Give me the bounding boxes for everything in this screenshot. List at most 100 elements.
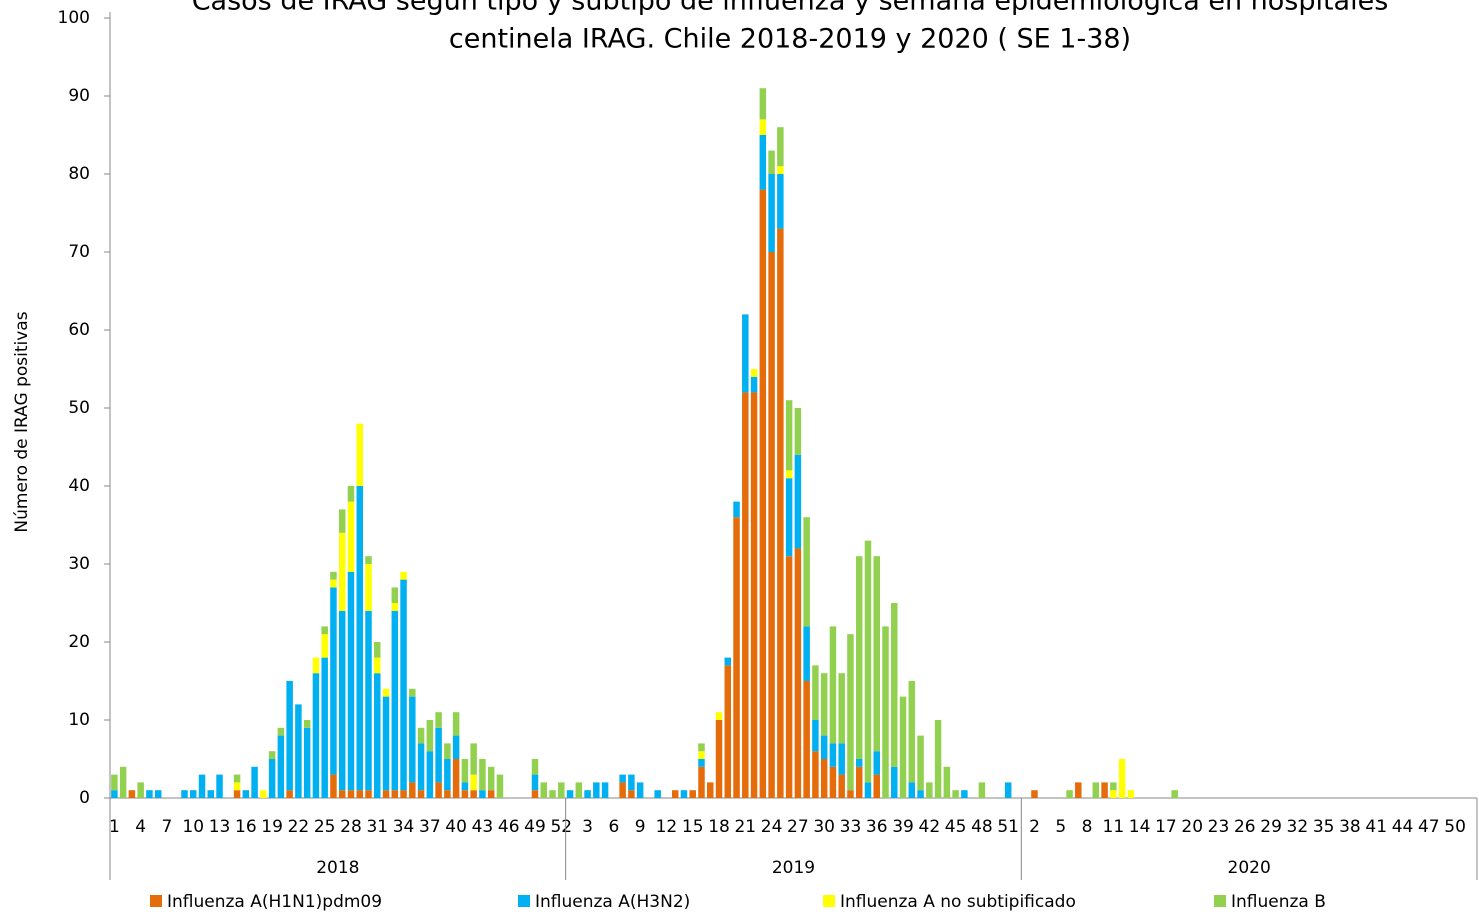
bar-segment xyxy=(531,790,539,798)
x-tick-label: 4 xyxy=(135,817,146,837)
bar-segment xyxy=(207,790,215,798)
bar-segment xyxy=(303,727,311,798)
x-tick-label: 6 xyxy=(608,817,619,837)
bar-segment xyxy=(531,759,539,775)
bar-segment xyxy=(382,696,390,791)
bar-segment xyxy=(111,774,118,791)
legend-label: Influenza A no subtipificado xyxy=(840,892,1076,912)
bar-segment xyxy=(338,790,346,798)
bar-segment xyxy=(321,657,328,798)
bar-segment xyxy=(601,782,609,798)
bar-segment xyxy=(724,657,732,666)
legend-swatch xyxy=(1214,895,1226,907)
x-tick-label: 40 xyxy=(445,817,467,837)
x-tick-label: 46 xyxy=(498,817,520,837)
y-tick-label: 20 xyxy=(68,632,90,652)
x-tick-label: 14 xyxy=(1129,817,1151,837)
bar-segment xyxy=(671,790,679,798)
bar-segment xyxy=(321,626,328,635)
bar-segment xyxy=(382,688,390,697)
x-tick-label: 5 xyxy=(1055,817,1066,837)
bar-segment xyxy=(838,774,845,798)
x-tick-label: 30 xyxy=(813,817,835,837)
bar-segment xyxy=(926,782,933,798)
bar-segment xyxy=(417,727,425,744)
bar-segment xyxy=(742,392,749,798)
bar-segment xyxy=(347,571,355,791)
bar-segment xyxy=(190,790,197,798)
bar-segment xyxy=(733,501,740,518)
y-axis-label: Número de IRAG positivas xyxy=(12,311,32,532)
bar-segment xyxy=(470,743,477,775)
x-tick-label: 1 xyxy=(109,817,120,837)
bar-segment xyxy=(365,610,372,791)
x-tick-label: 47 xyxy=(1418,817,1440,837)
bar-segment xyxy=(864,540,872,783)
bar-segment xyxy=(768,252,775,798)
bar-segment xyxy=(435,712,442,728)
bar-segment xyxy=(251,766,258,798)
bar-segment xyxy=(759,88,767,120)
bar-segment xyxy=(908,782,916,798)
bar-segment xyxy=(558,782,565,798)
legend-swatch xyxy=(823,895,835,907)
x-tick-label: 26 xyxy=(1234,817,1256,837)
bar-segment xyxy=(759,189,767,799)
bar-segment xyxy=(873,774,880,798)
bar-segment xyxy=(374,673,381,798)
bar-segment xyxy=(777,166,784,174)
bar-segment xyxy=(391,610,399,791)
bar-segment xyxy=(461,759,469,783)
y-tick-label: 90 xyxy=(68,86,90,106)
y-tick-label: 70 xyxy=(68,242,90,262)
bar-segment xyxy=(347,790,355,798)
x-tick-label: 3 xyxy=(582,817,593,837)
bar-segment xyxy=(338,532,346,611)
x-tick-label: 16 xyxy=(235,817,257,837)
bar-segment xyxy=(330,587,337,775)
chart-title-line: Casos de IRAG según tipo y subtipo de in… xyxy=(192,0,1389,17)
bar-segment xyxy=(575,782,583,798)
bar-segment xyxy=(812,665,819,720)
bar-segment xyxy=(409,688,416,697)
x-tick-label: 18 xyxy=(708,817,730,837)
bar-segment xyxy=(382,790,390,798)
bar-segment xyxy=(628,774,635,791)
bar-segment xyxy=(400,579,407,791)
bar-segment xyxy=(820,673,828,736)
bar-segment xyxy=(391,790,399,798)
group-label: 2020 xyxy=(1228,858,1271,878)
bar-segment xyxy=(750,376,758,393)
bar-segment xyxy=(487,766,495,791)
bar-segment xyxy=(829,743,837,767)
bar-segment xyxy=(356,486,363,791)
bar-segment xyxy=(680,790,688,798)
bar-segment xyxy=(452,735,460,759)
bar-segment xyxy=(540,782,548,798)
y-tick-label: 50 xyxy=(68,398,90,418)
bar-segment xyxy=(128,790,136,798)
bar-segment xyxy=(549,790,556,798)
bar-segment xyxy=(768,174,775,252)
x-tick-label: 34 xyxy=(393,817,415,837)
x-tick-label: 20 xyxy=(1181,817,1203,837)
bar-segment xyxy=(268,751,276,759)
x-tick-label: 41 xyxy=(1365,817,1387,837)
bar-segment xyxy=(233,790,241,798)
bar-segment xyxy=(873,556,880,752)
bar-segment xyxy=(733,517,740,798)
bar-segment xyxy=(1092,782,1100,798)
bar-segment xyxy=(444,790,451,798)
bar-segment xyxy=(365,564,372,611)
bar-segment xyxy=(855,759,863,767)
y-tick-label: 80 xyxy=(68,164,90,184)
bar-segment xyxy=(470,790,477,798)
bar-segment xyxy=(295,704,302,798)
x-tick-label: 48 xyxy=(971,817,993,837)
x-tick-label: 52 xyxy=(550,817,572,837)
bar-segment xyxy=(584,790,591,798)
bar-segment xyxy=(759,135,767,190)
bar-segment xyxy=(654,790,661,798)
bar-segment xyxy=(347,501,355,572)
bar-segment xyxy=(785,556,793,798)
